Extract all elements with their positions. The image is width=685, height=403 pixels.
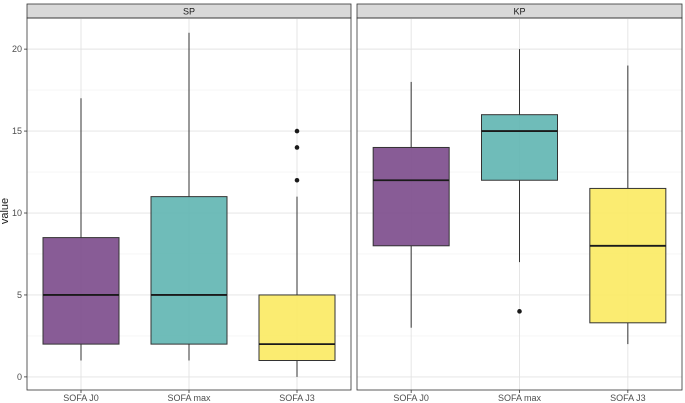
y-tick-label: 0 [17, 372, 22, 382]
outlier-point [294, 128, 300, 134]
x-tick-label: SOFA max [498, 393, 542, 403]
panel-kp: KP SOFA J0 SOFA max SOFA J3 [356, 3, 683, 403]
y-tick-label: 5 [17, 290, 22, 300]
box-sp-sofa-j0 [42, 98, 120, 361]
box-kp-sofa-j0 [372, 81, 450, 328]
x-tick-label: SOFA max [167, 393, 211, 403]
y-axis-title: value [0, 198, 11, 224]
outlier-point [294, 177, 300, 183]
box-iqr [150, 196, 228, 345]
x-tick-label: SOFA J3 [279, 393, 315, 403]
box-iqr [481, 114, 558, 181]
x-tick-label: SOFA J0 [63, 393, 99, 403]
y-axis: 0 5 10 15 20 [12, 44, 27, 382]
box-iqr [372, 146, 450, 247]
panel-sp: SP SOFA J0 SOFA max SOFA J3 [26, 3, 352, 403]
x-tick-label: SOFA J0 [393, 393, 429, 403]
box-kp-sofa-j3 [589, 65, 667, 345]
x-tick-label: SOFA J3 [610, 393, 646, 403]
y-tick-label: 20 [12, 44, 22, 54]
box-iqr [589, 187, 667, 324]
box-kp-sofa-max [481, 49, 558, 314]
box-iqr [42, 237, 120, 345]
panel-strip-label: SP [183, 7, 195, 17]
outlier-point [517, 309, 522, 314]
y-tick-label: 10 [12, 208, 22, 218]
box-sp-sofa-j3 [258, 128, 336, 377]
y-tick-label: 15 [12, 126, 22, 136]
box-iqr [258, 294, 336, 362]
outlier-point [294, 145, 300, 150]
panel-strip-label: KP [513, 7, 525, 17]
box-sp-sofa-max [150, 32, 228, 361]
